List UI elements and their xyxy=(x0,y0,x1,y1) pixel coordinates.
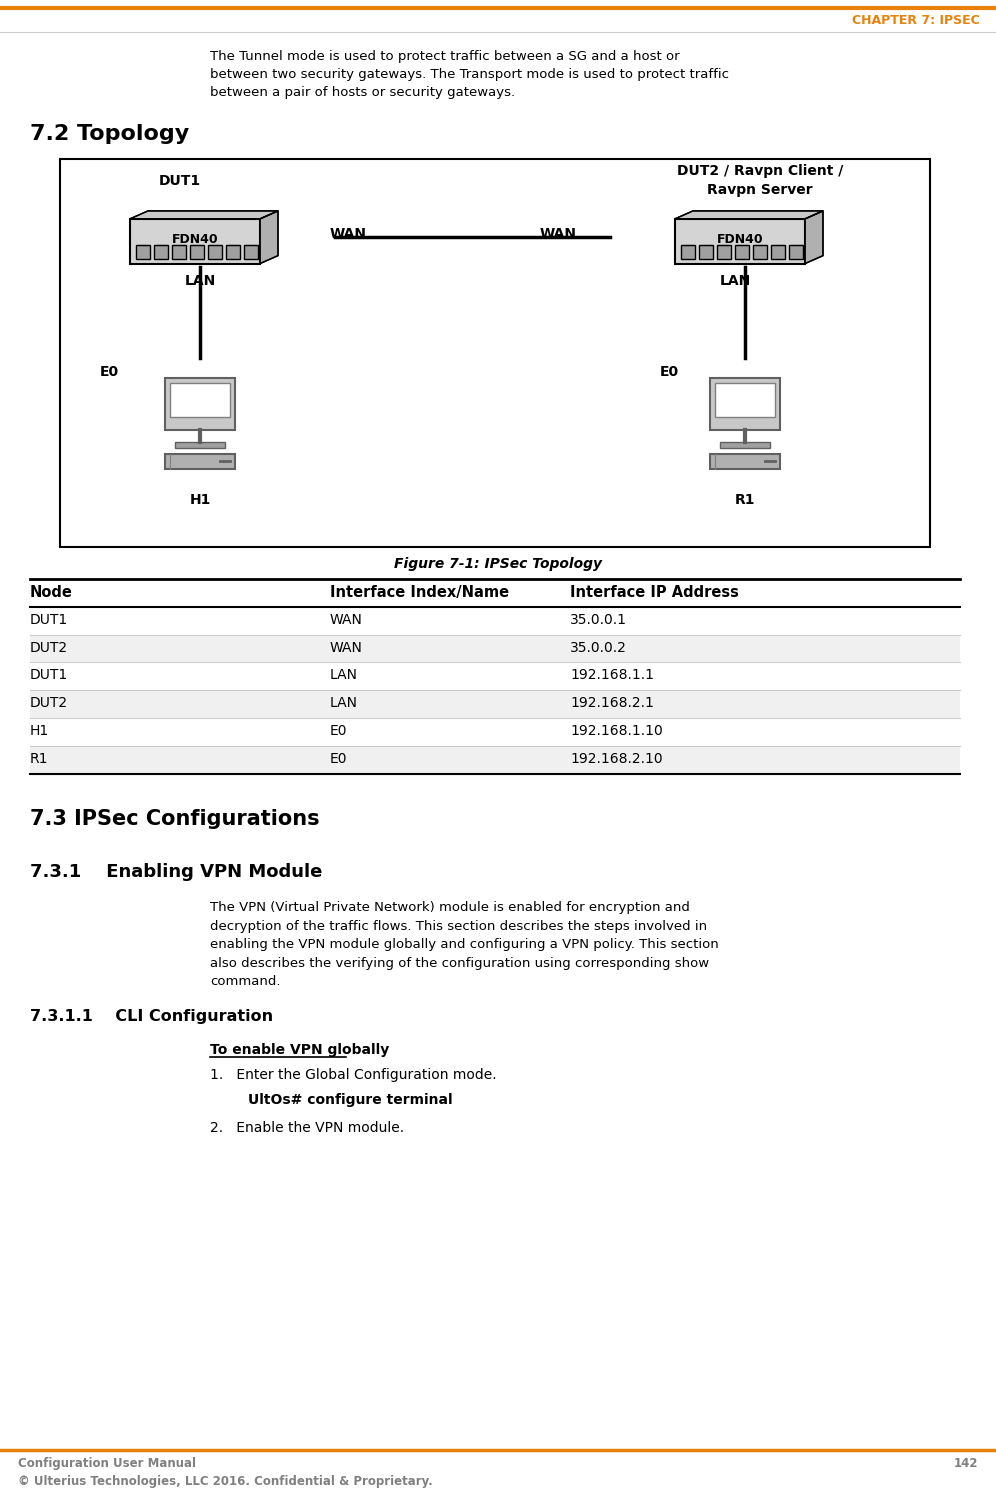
Bar xyxy=(60,158,930,547)
Bar xyxy=(244,245,258,259)
Bar xyxy=(175,441,225,447)
Text: 35.0.0.2: 35.0.0.2 xyxy=(570,640,626,655)
Bar xyxy=(170,383,230,417)
Text: DUT2: DUT2 xyxy=(30,640,68,655)
Bar xyxy=(717,245,731,259)
Text: FDN40: FDN40 xyxy=(717,233,763,245)
Bar xyxy=(30,691,960,718)
Text: 192.168.1.1: 192.168.1.1 xyxy=(570,668,654,682)
Text: WAN: WAN xyxy=(540,227,577,241)
Bar xyxy=(681,245,695,259)
Polygon shape xyxy=(805,211,823,263)
Text: Interface IP Address: Interface IP Address xyxy=(570,585,739,599)
Bar xyxy=(130,218,260,263)
Text: Node: Node xyxy=(30,585,73,599)
Text: E0: E0 xyxy=(330,752,348,765)
Text: 7.2 Topology: 7.2 Topology xyxy=(30,124,189,145)
Text: 7.3.1.1    CLI Configuration: 7.3.1.1 CLI Configuration xyxy=(30,1009,273,1024)
Text: DUT1: DUT1 xyxy=(159,173,201,188)
Text: 7.3.1    Enabling VPN Module: 7.3.1 Enabling VPN Module xyxy=(30,864,323,882)
Bar xyxy=(675,218,805,263)
Polygon shape xyxy=(675,211,823,218)
Text: H1: H1 xyxy=(30,724,49,739)
Bar xyxy=(226,245,240,259)
Bar xyxy=(771,245,785,259)
Text: Configuration User Manual
© Ulterius Technologies, LLC 2016. Confidential & Prop: Configuration User Manual © Ulterius Tec… xyxy=(18,1458,432,1488)
Text: LAN: LAN xyxy=(330,668,358,682)
Text: LAN: LAN xyxy=(185,274,216,287)
Text: 142: 142 xyxy=(953,1458,978,1470)
Bar xyxy=(136,245,150,259)
Polygon shape xyxy=(260,211,278,263)
Text: DUT2: DUT2 xyxy=(30,697,68,710)
Bar xyxy=(753,245,767,259)
Text: R1: R1 xyxy=(30,752,49,765)
Text: To enable VPN globally: To enable VPN globally xyxy=(210,1044,389,1057)
Bar xyxy=(699,245,713,259)
Text: DUT1: DUT1 xyxy=(30,668,69,682)
Text: Figure 7-1: IPSec Topology: Figure 7-1: IPSec Topology xyxy=(394,558,602,571)
Text: The VPN (Virtual Private Network) module is enabled for encryption and
decryptio: The VPN (Virtual Private Network) module… xyxy=(210,901,719,988)
Bar xyxy=(172,245,186,259)
Bar xyxy=(154,245,168,259)
Polygon shape xyxy=(130,211,278,218)
Text: E0: E0 xyxy=(660,365,679,380)
Bar xyxy=(190,245,204,259)
Text: 1.   Enter the Global Configuration mode.: 1. Enter the Global Configuration mode. xyxy=(210,1069,497,1082)
Text: UltOs# configure terminal: UltOs# configure terminal xyxy=(248,1093,452,1108)
Text: CHAPTER 7: IPSEC: CHAPTER 7: IPSEC xyxy=(853,13,980,27)
Text: Interface Index/Name: Interface Index/Name xyxy=(330,585,509,599)
Text: E0: E0 xyxy=(330,724,348,739)
Bar xyxy=(715,383,775,417)
Text: 35.0.0.1: 35.0.0.1 xyxy=(570,613,627,626)
Bar xyxy=(208,245,222,259)
Text: WAN: WAN xyxy=(330,640,363,655)
Text: R1: R1 xyxy=(735,493,755,507)
Bar xyxy=(710,453,780,468)
Bar xyxy=(710,378,780,429)
Text: H1: H1 xyxy=(189,493,211,507)
Text: 192.168.2.10: 192.168.2.10 xyxy=(570,752,662,765)
Text: LAN: LAN xyxy=(330,697,358,710)
Bar xyxy=(165,453,235,468)
Text: E0: E0 xyxy=(100,365,120,380)
Text: DUT1: DUT1 xyxy=(30,613,69,626)
Text: 2.   Enable the VPN module.: 2. Enable the VPN module. xyxy=(210,1121,404,1135)
Text: FDN40: FDN40 xyxy=(171,233,218,245)
Bar xyxy=(735,245,749,259)
Text: 192.168.2.1: 192.168.2.1 xyxy=(570,697,654,710)
Bar xyxy=(30,635,960,662)
Bar xyxy=(720,441,770,447)
Text: 192.168.1.10: 192.168.1.10 xyxy=(570,724,662,739)
Text: DUT2 / Ravpn Client /
Ravpn Server: DUT2 / Ravpn Client / Ravpn Server xyxy=(677,164,844,196)
Bar xyxy=(165,378,235,429)
Bar xyxy=(30,746,960,774)
Text: WAN: WAN xyxy=(330,227,367,241)
Text: The Tunnel mode is used to protect traffic between a SG and a host or
between tw: The Tunnel mode is used to protect traff… xyxy=(210,49,729,99)
Text: LAN: LAN xyxy=(720,274,751,287)
Text: 7.3 IPSec Configurations: 7.3 IPSec Configurations xyxy=(30,809,320,828)
Bar xyxy=(789,245,803,259)
Text: WAN: WAN xyxy=(330,613,363,626)
